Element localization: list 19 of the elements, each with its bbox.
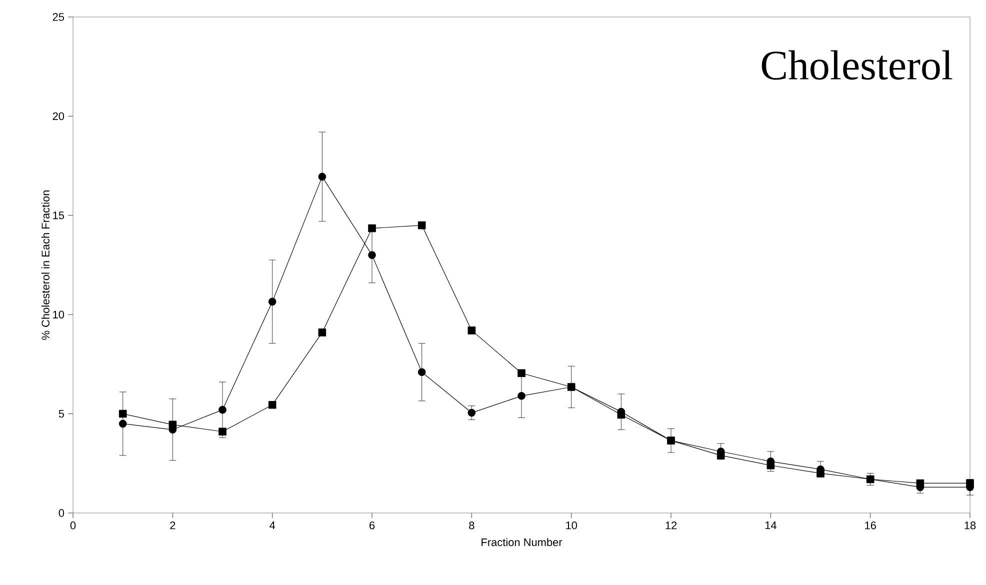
y-axis-title: % Cholesterol in Each Fraction <box>41 190 50 340</box>
x-tick-label: 4 <box>270 522 276 530</box>
y-tick-label: 10 <box>53 310 64 318</box>
x-tick-label: 12 <box>666 522 677 530</box>
x-tick-label: 2 <box>170 522 176 530</box>
y-tick-label: 0 <box>58 509 64 517</box>
x-tick-label: 8 <box>469 522 474 530</box>
y-tick-label: 20 <box>52 112 64 120</box>
x-tick-label: 10 <box>566 522 577 530</box>
x-tick-label: 14 <box>765 522 776 530</box>
x-tick-label: 18 <box>964 522 976 530</box>
text: Cholesterol <box>762 50 952 80</box>
x-tick-label: 0 <box>70 522 76 530</box>
y-tick-label: 5 <box>58 410 64 418</box>
y-tick-label: 15 <box>53 212 64 220</box>
x-tick-label: 16 <box>865 522 876 530</box>
y-tick-label: 25 <box>52 13 64 21</box>
x-axis-title: Fraction Number <box>482 538 562 546</box>
x-tick-label: 6 <box>370 522 375 530</box>
